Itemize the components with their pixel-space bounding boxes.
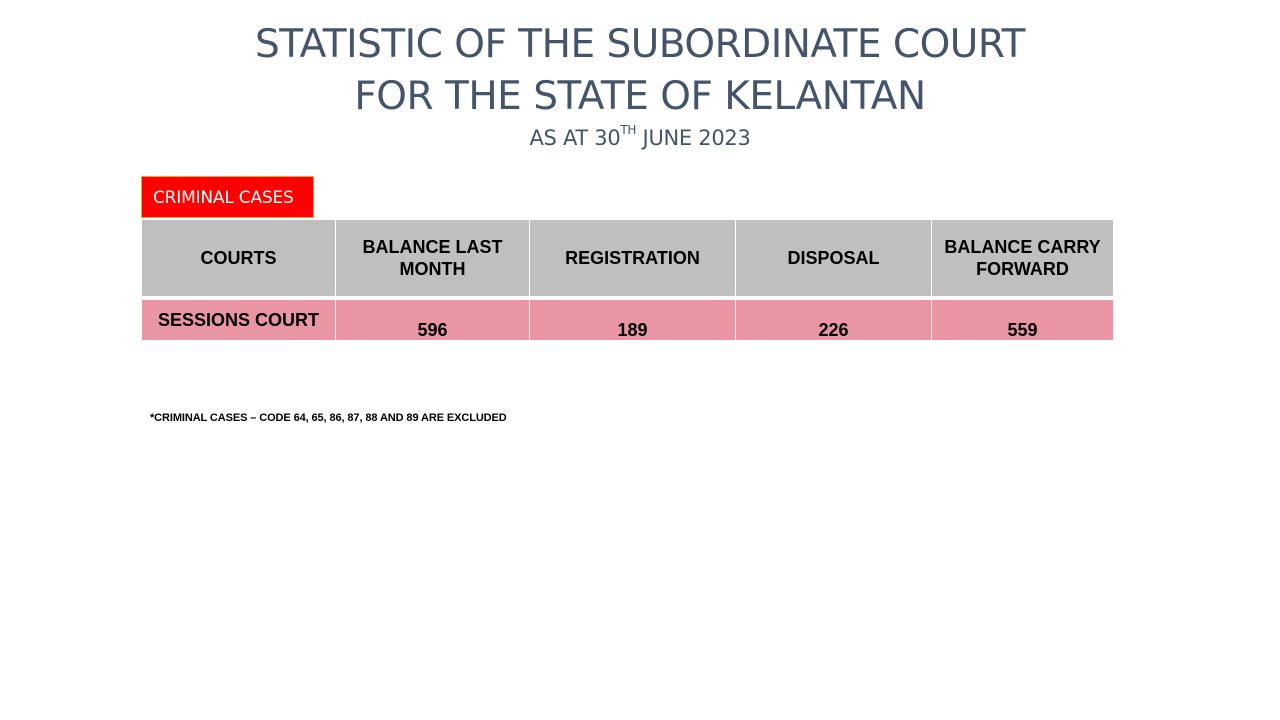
page-subtitle: AS AT 30TH JUNE 2023 [0, 123, 1280, 150]
table-spacer [141, 296, 1114, 300]
column-header-balance-last-month-text: BALANCE LAST MONTH [362, 237, 503, 279]
cell-balance-last-month: 596 [335, 299, 530, 341]
statistics-table: COURTS BALANCE LAST MONTH REGISTRATION D… [141, 219, 1114, 341]
cell-balance-carry-forward: 559 [931, 299, 1114, 341]
subtitle-suffix: JUNE 2023 [636, 126, 751, 150]
spacer-cell [141, 296, 1114, 300]
page-title-line1: STATISTIC OF THE SUBORDINATE COURT [255, 22, 1025, 67]
section-badge: CRIMINAL CASES [141, 176, 314, 218]
column-header-balance-carry-forward-text: BALANCE CARRY FORWARD [944, 237, 1101, 279]
column-header-disposal: DISPOSAL [735, 219, 932, 297]
cell-court-name: SESSIONS COURT [141, 299, 336, 341]
subtitle-prefix: AS AT 30 [529, 126, 621, 150]
column-header-balance-carry-forward: BALANCE CARRY FORWARD [931, 219, 1114, 297]
page-title-line2: FOR THE STATE OF KELANTAN [354, 74, 926, 119]
footnote: *CRIMINAL CASES – CODE 64, 65, 86, 87, 8… [150, 412, 507, 424]
subtitle-superscript: TH [620, 123, 637, 137]
column-header-balance-last-month: BALANCE LAST MONTH [335, 219, 530, 297]
table-row: SESSIONS COURT 596 189 226 559 [141, 299, 1114, 341]
column-header-registration: REGISTRATION [529, 219, 736, 297]
cell-disposal: 226 [735, 299, 932, 341]
table-header-row: COURTS BALANCE LAST MONTH REGISTRATION D… [141, 219, 1114, 297]
column-header-courts: COURTS [141, 219, 336, 297]
cell-registration: 189 [529, 299, 736, 341]
